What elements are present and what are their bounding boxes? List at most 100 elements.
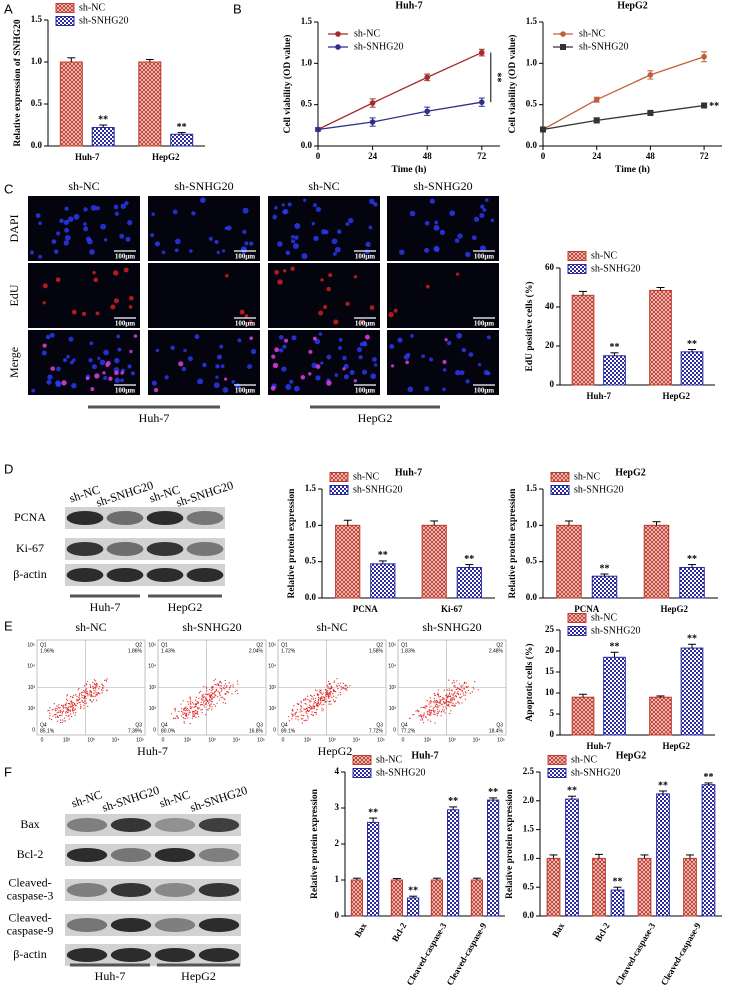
x-tick-label: 24 (368, 151, 378, 161)
micrograph: 100μm (28, 330, 140, 395)
event (459, 696, 461, 698)
group-label: HepG2 (358, 411, 393, 425)
event (205, 697, 207, 699)
y-tick-label: 10 (545, 687, 555, 697)
nucleus (97, 356, 101, 361)
event (181, 715, 183, 717)
nucleus (461, 347, 467, 353)
event (292, 714, 294, 717)
y-tick-label: 0 (550, 729, 555, 739)
error-bar (378, 560, 387, 564)
error-bar (640, 854, 649, 859)
edu-cell (393, 308, 398, 313)
event (201, 704, 203, 706)
error-bar (656, 695, 665, 698)
event (306, 708, 309, 710)
blot-band (186, 511, 224, 525)
flow-y-tick: 10³ (28, 685, 36, 691)
bar (138, 61, 162, 147)
scale-label: 100μm (115, 320, 135, 328)
flow-y-tick: 10³ (149, 685, 157, 691)
event (95, 693, 97, 695)
event (221, 689, 223, 691)
event (423, 714, 425, 716)
row-label: DAPI (7, 214, 21, 242)
event (421, 715, 423, 717)
event (453, 681, 455, 684)
nucleus (434, 247, 440, 253)
event (330, 691, 332, 693)
event (203, 705, 205, 707)
event (452, 697, 454, 699)
event (205, 686, 207, 688)
event (196, 712, 198, 715)
event (329, 700, 332, 702)
bar (335, 524, 361, 599)
event (103, 685, 105, 687)
y-tick-label: 20 (545, 340, 555, 350)
bar (656, 793, 670, 917)
event (197, 713, 199, 715)
x-tick-label: Huh-7 (586, 741, 611, 751)
event (329, 691, 331, 694)
event (326, 684, 328, 686)
event (67, 715, 69, 717)
y-tick-label: 1.5 (526, 483, 538, 493)
error-bar (656, 287, 665, 291)
nucleus (407, 386, 414, 393)
event (86, 690, 88, 693)
event (209, 688, 211, 691)
event (93, 679, 96, 681)
error-bar (177, 132, 186, 135)
event (310, 713, 312, 716)
error-bar (567, 795, 576, 800)
nucleus (174, 248, 179, 253)
event (324, 689, 326, 691)
event (424, 705, 426, 707)
event (182, 713, 184, 716)
event (456, 680, 458, 682)
chart-title: HepG2 (615, 467, 646, 478)
event (300, 707, 302, 709)
flow-x-tick: 10³ (87, 737, 95, 743)
event (69, 709, 71, 711)
nucleus (45, 334, 51, 340)
event (413, 714, 415, 716)
event (221, 696, 223, 698)
event (464, 681, 466, 683)
event (449, 702, 452, 704)
event (340, 694, 342, 696)
event (451, 697, 453, 699)
event (191, 706, 193, 708)
event (443, 709, 445, 711)
legend-label: sh-NC (571, 754, 597, 765)
flow-x-tick: 10³ (328, 737, 336, 743)
y-tick-label: 0.5 (526, 556, 538, 566)
column-header: sh-NC (68, 179, 99, 193)
event (419, 715, 421, 717)
flow-x-tick: 10² (304, 737, 312, 743)
event (101, 684, 104, 686)
nucleus (161, 250, 166, 255)
nucleus (63, 240, 69, 246)
blot-band (198, 818, 240, 832)
event (321, 710, 323, 712)
event (452, 704, 454, 707)
error-bar (409, 895, 418, 898)
event (313, 701, 315, 703)
blot-band (110, 918, 152, 932)
event (79, 707, 81, 709)
nucleus (292, 243, 299, 249)
event (63, 720, 65, 722)
event (68, 714, 70, 717)
event (438, 702, 441, 704)
event (66, 694, 69, 696)
event (183, 709, 185, 711)
event (453, 696, 455, 698)
nucleus (231, 380, 235, 384)
nucleus (348, 218, 354, 224)
event (467, 685, 469, 687)
event (320, 697, 322, 699)
y-tick-label: 0.5 (523, 881, 535, 891)
nucleus (67, 216, 74, 222)
